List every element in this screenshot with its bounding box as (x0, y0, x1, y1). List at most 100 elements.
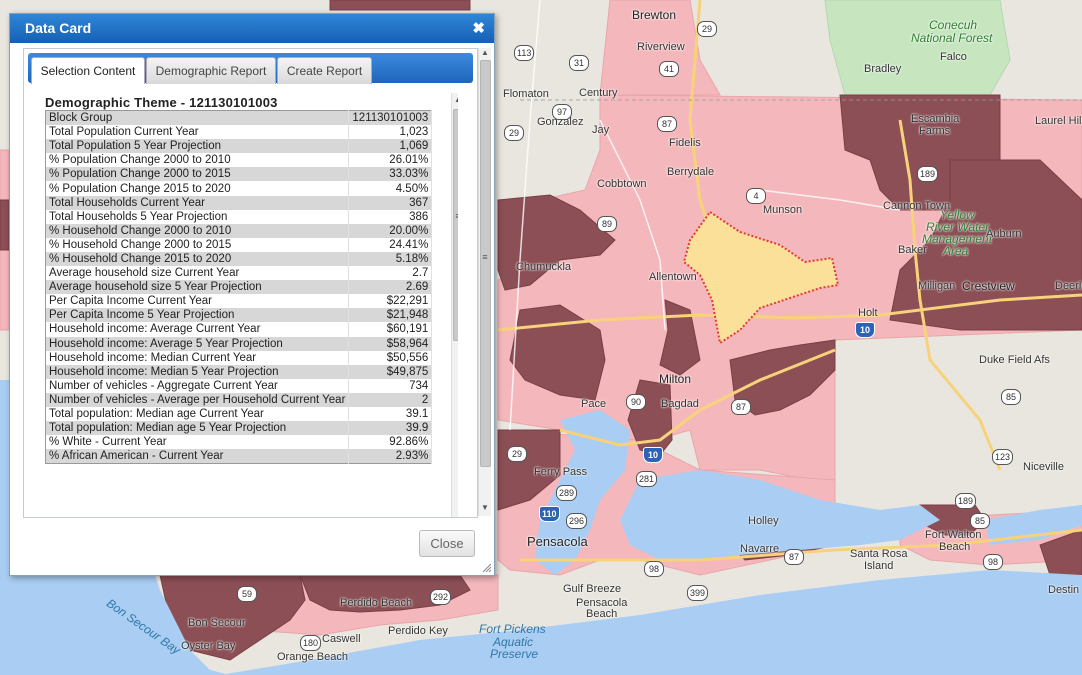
table-row: Total Households 5 Year Projection 386 (45, 209, 433, 224)
map-place-label: Caswell (322, 633, 361, 645)
scroll-up-icon[interactable]: ▲ (481, 48, 489, 57)
row-label: % Household Change 2015 to 2020 (45, 251, 350, 267)
row-value: 1,023 (348, 125, 433, 140)
route-shield-icon: 59 (237, 586, 257, 602)
map-place-label: Bon Secour (188, 617, 246, 629)
map-place-label: Brewton (632, 8, 677, 22)
row-label: Total population: Median age 5 Year Proj… (45, 421, 350, 436)
table-row: Total population: Median age 5 Year Proj… (45, 421, 433, 436)
row-label: % White - Current Year (45, 435, 350, 450)
dialog-title: Data Card (25, 20, 92, 36)
route-shield-icon: 98 (983, 554, 1003, 570)
tab-demographic-report[interactable]: Demographic Report (146, 57, 276, 84)
minor-roads (509, 0, 1082, 431)
row-label: Total Households 5 Year Projection (45, 209, 350, 224)
row-value: 39.1 (348, 406, 433, 422)
map-place-label: Deerla (1055, 280, 1082, 292)
map-place-label: Gulf Breeze (563, 583, 622, 595)
map-place-label: Escambia (911, 113, 960, 125)
tab-create-report[interactable]: Create Report (277, 57, 372, 84)
route-shield-icon: 189 (917, 166, 939, 182)
row-label: Household income: Median Current Year (45, 350, 350, 365)
row-value: 121130101003 (348, 110, 433, 126)
row-label: Average household size 5 Year Projection (45, 280, 350, 295)
row-label: Block Group (45, 110, 350, 126)
row-value: 2.69 (348, 280, 433, 295)
row-value: 26.01% (348, 153, 433, 168)
table-row: Total Population 5 Year Projection 1,069 (45, 139, 433, 154)
map-place-label: Fidelis (669, 137, 701, 149)
row-value: 2.93% (348, 449, 433, 464)
row-label: Per Capita Income Current Year (45, 294, 350, 309)
map-place-label: Niceville (1023, 461, 1064, 473)
row-label: % Household Change 2000 to 2010 (45, 223, 350, 238)
route-shield-icon: 29 (697, 21, 717, 37)
inner-scroll-thumb[interactable] (453, 109, 458, 341)
demographic-table: Block Group 121130101003 Total Population … (45, 110, 433, 465)
theme-title: Demographic Theme - 121130101003 (45, 95, 278, 110)
table-row: % White - Current Year 92.86% (45, 435, 433, 450)
inner-scrollbar[interactable]: ▲ ≡ (451, 93, 458, 517)
row-value: $58,964 (348, 336, 433, 351)
map-place-label: Beach (586, 608, 618, 620)
map-place-label: Perdido Key (388, 625, 448, 637)
table-row: Household income: Median Current Year $50… (45, 350, 433, 365)
route-shield-icon: 87 (784, 549, 804, 565)
row-value: 734 (348, 378, 433, 393)
table-row: % Population Change 2000 to 2015 33.03% (45, 167, 433, 182)
row-label: Household income: Median 5 Year Projecti… (45, 364, 350, 379)
resize-grip-icon[interactable] (482, 563, 492, 573)
water-bodies (0, 380, 1082, 675)
selected-block-group[interactable] (682, 210, 840, 345)
row-value: 20.00% (348, 223, 433, 238)
grip-icon: ≡ (452, 211, 458, 221)
outer-scroll-thumb[interactable] (480, 60, 491, 467)
route-shield-icon: 87 (731, 399, 751, 415)
map-place-label: Crestview (962, 279, 1015, 293)
dialog-titlebar[interactable]: Data Card ✖ (10, 14, 494, 43)
row-label: Household income: Average Current Year (45, 322, 350, 337)
map-place-label: Conecuh (929, 18, 978, 32)
outer-scrollbar[interactable]: ▲ ≡ ▼ (478, 48, 491, 516)
map-place-label: Munson (763, 204, 803, 216)
map-place-label: Falco (940, 51, 967, 63)
route-shield-icon: 189 (955, 493, 977, 509)
forest-region (824, 0, 1011, 96)
map-place-label: Gonzalez (537, 116, 584, 128)
row-value: 4.50% (348, 181, 433, 196)
map-place-label: Pace (581, 398, 607, 410)
close-icon[interactable]: ✖ (472, 20, 485, 37)
route-shield-icon: 292 (430, 589, 452, 605)
table-row: % African American - Current Year 2.93% (45, 449, 433, 464)
roads (497, 0, 1082, 562)
route-shield-icon: 4 (746, 188, 766, 204)
close-button[interactable]: Close (419, 530, 475, 557)
row-label: % Population Change 2000 to 2010 (45, 153, 350, 168)
route-shield-icon: 10 (855, 322, 875, 338)
map-place-label: Perdido Beach (340, 597, 413, 609)
route-shield-icon: 289 (556, 485, 578, 501)
row-value: $60,191 (348, 322, 433, 337)
map-place-label: Allentown (649, 271, 697, 283)
map-place-label: Riverview (637, 41, 685, 53)
scroll-up-icon[interactable]: ▲ (452, 95, 458, 104)
table-row: Average household size 5 Year Projection… (45, 280, 433, 295)
route-shield-icon: 29 (507, 446, 527, 462)
table-row: Household income: Median 5 Year Projecti… (45, 364, 433, 379)
table-row: Number of vehicles - Aggregate Current Y… (45, 378, 433, 393)
row-label: Number of vehicles - Average per Househo… (45, 392, 350, 407)
selection-content-panel: Demographic Theme - 121130101003 Block G… (38, 93, 458, 517)
row-value: 92.86% (348, 435, 433, 450)
tab-selection-content[interactable]: Selection Content (31, 57, 145, 84)
scroll-down-icon[interactable]: ▼ (481, 503, 489, 512)
route-shield-icon: 85 (970, 513, 990, 529)
row-value: $50,556 (348, 350, 433, 365)
map-place-label: Orange Beach (277, 651, 348, 663)
table-row: Block Group 121130101003 (45, 110, 433, 126)
row-value: 39.9 (348, 421, 433, 436)
row-value: 386 (348, 209, 433, 224)
map-place-label: Yellow (940, 208, 975, 222)
row-value: 2.7 (348, 266, 433, 281)
map-place-label: Milligan (918, 280, 956, 292)
row-value: 5.18% (348, 251, 433, 267)
